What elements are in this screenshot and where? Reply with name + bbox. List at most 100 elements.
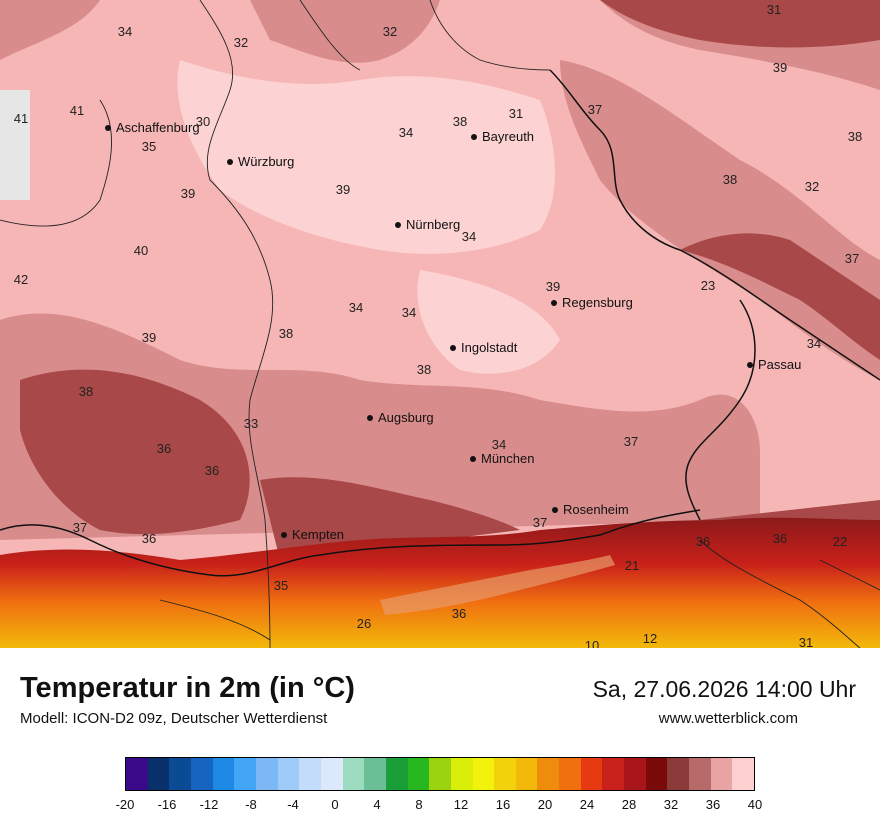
website-link[interactable]: www.wetterblick.com <box>658 710 798 727</box>
temp-label: 34 <box>402 305 416 320</box>
color-scale-tick-label: -16 <box>157 797 177 812</box>
temp-label: 38 <box>279 326 293 341</box>
color-scale-swatch <box>667 758 690 790</box>
color-scale-bar <box>125 757 755 791</box>
color-scale-swatch <box>537 758 560 790</box>
city-rosenheim[interactable]: Rosenheim <box>552 502 629 517</box>
temp-label: 36 <box>696 534 710 549</box>
color-scale-swatch <box>320 758 343 790</box>
color-scale-swatch <box>299 758 321 790</box>
temp-label: 34 <box>807 336 821 351</box>
temp-label: 36 <box>452 606 466 621</box>
temp-label: 36 <box>205 463 219 478</box>
temp-label: 31 <box>767 2 781 17</box>
temp-label: 39 <box>546 279 560 294</box>
color-scale-tick-label: -20 <box>115 797 135 812</box>
temp-label: 37 <box>845 251 859 266</box>
temp-label: 42 <box>14 272 28 287</box>
color-scale-swatch <box>234 758 256 790</box>
temp-label: 37 <box>73 520 87 535</box>
city-augsburg[interactable]: Augsburg <box>367 410 434 425</box>
svg-text:Nürnberg: Nürnberg <box>406 217 460 232</box>
temp-label: 37 <box>533 515 547 530</box>
city-ingolstadt[interactable]: Ingolstadt <box>450 340 518 355</box>
color-scale-swatch <box>126 758 148 790</box>
temp-label: 23 <box>701 278 715 293</box>
temp-label: 34 <box>462 229 476 244</box>
color-scale-tick-label: 8 <box>415 797 423 812</box>
color-scale-swatch <box>494 758 516 790</box>
svg-text:Würzburg: Würzburg <box>238 154 294 169</box>
temp-label: 38 <box>723 172 737 187</box>
temp-label: 31 <box>799 635 813 648</box>
city-bayreuth[interactable]: Bayreuth <box>471 129 534 144</box>
temp-label: 30 <box>196 114 210 129</box>
temp-label: 37 <box>588 102 602 117</box>
temp-label: 40 <box>134 243 148 258</box>
color-scale-tick-label: 12 <box>453 797 469 812</box>
svg-text:Rosenheim: Rosenheim <box>563 502 629 517</box>
temp-label: 38 <box>453 114 467 129</box>
color-scale-tick-label: 20 <box>537 797 553 812</box>
temp-label: 21 <box>625 558 639 573</box>
temperature-labels: 34 32 32 31 41 41 30 35 38 34 31 37 39 3… <box>14 2 862 648</box>
color-scale-swatch <box>602 758 625 790</box>
color-scale-swatch <box>450 758 473 790</box>
temp-label: 36 <box>157 441 171 456</box>
color-scale-tick-label: 32 <box>663 797 679 812</box>
color-scale-swatch <box>689 758 711 790</box>
svg-text:Regensburg: Regensburg <box>562 295 633 310</box>
svg-text:Aschaffenburg: Aschaffenburg <box>116 120 200 135</box>
state-borders <box>0 0 880 648</box>
color-scale-swatch <box>169 758 191 790</box>
color-scale-tick-label: 28 <box>621 797 637 812</box>
color-scale-swatch <box>212 758 235 790</box>
city-passau[interactable]: Passau <box>747 357 801 372</box>
forecast-datetime: Sa, 27.06.2026 14:00 Uhr <box>592 676 856 702</box>
color-scale-swatch <box>385 758 408 790</box>
color-scale-tick-label: 24 <box>579 797 595 812</box>
temp-label: 10 <box>585 638 599 648</box>
temp-label: 26 <box>357 616 371 631</box>
city-wuerzburg[interactable]: Würzburg <box>227 154 294 169</box>
color-scale-tick-label: -4 <box>287 797 299 812</box>
city-muenchen[interactable]: München <box>470 451 534 466</box>
city-kempten[interactable]: Kempten <box>281 527 344 542</box>
temp-label: 39 <box>181 186 195 201</box>
alpine-valley <box>380 555 615 615</box>
color-scale-swatch <box>515 758 538 790</box>
map-title: Temperatur in 2m (in °C) <box>20 672 355 704</box>
svg-text:Augsburg: Augsburg <box>378 410 434 425</box>
color-scale-swatch <box>429 758 451 790</box>
temp-label: 36 <box>773 531 787 546</box>
color-scale-tick-label: -12 <box>199 797 219 812</box>
color-scale-swatch <box>147 758 170 790</box>
color-scale-swatch <box>580 758 603 790</box>
temp-label: 37 <box>624 434 638 449</box>
city-markers: Aschaffenburg Würzburg Bayreuth Nürnberg… <box>105 120 801 542</box>
temp-label: 36 <box>142 531 156 546</box>
city-nuernberg[interactable]: Nürnberg <box>395 217 460 232</box>
city-aschaffenburg[interactable]: Aschaffenburg <box>105 120 200 135</box>
temp-label: 31 <box>509 106 523 121</box>
city-regensburg[interactable]: Regensburg <box>551 295 633 310</box>
svg-text:Bayreuth: Bayreuth <box>482 129 534 144</box>
temp-label: 41 <box>14 111 28 126</box>
color-scale-swatch <box>190 758 213 790</box>
color-scale-swatch <box>559 758 581 790</box>
color-scale-swatch <box>364 758 386 790</box>
alps-region <box>0 517 880 648</box>
temperature-map: Aschaffenburg Würzburg Bayreuth Nürnberg… <box>0 0 880 648</box>
grey-region <box>0 90 30 200</box>
color-scale-swatch <box>407 758 430 790</box>
temp-label: 34 <box>399 125 413 140</box>
country-borders <box>0 69 880 577</box>
color-scale-swatch <box>277 758 300 790</box>
color-scale-swatch <box>710 758 733 790</box>
color-scale-tick-label: 4 <box>373 797 381 812</box>
temp-label: 39 <box>773 60 787 75</box>
temp-label: 38 <box>417 362 431 377</box>
svg-text:Passau: Passau <box>758 357 801 372</box>
temp-label: 34 <box>349 300 363 315</box>
temp-label: 22 <box>833 534 847 549</box>
